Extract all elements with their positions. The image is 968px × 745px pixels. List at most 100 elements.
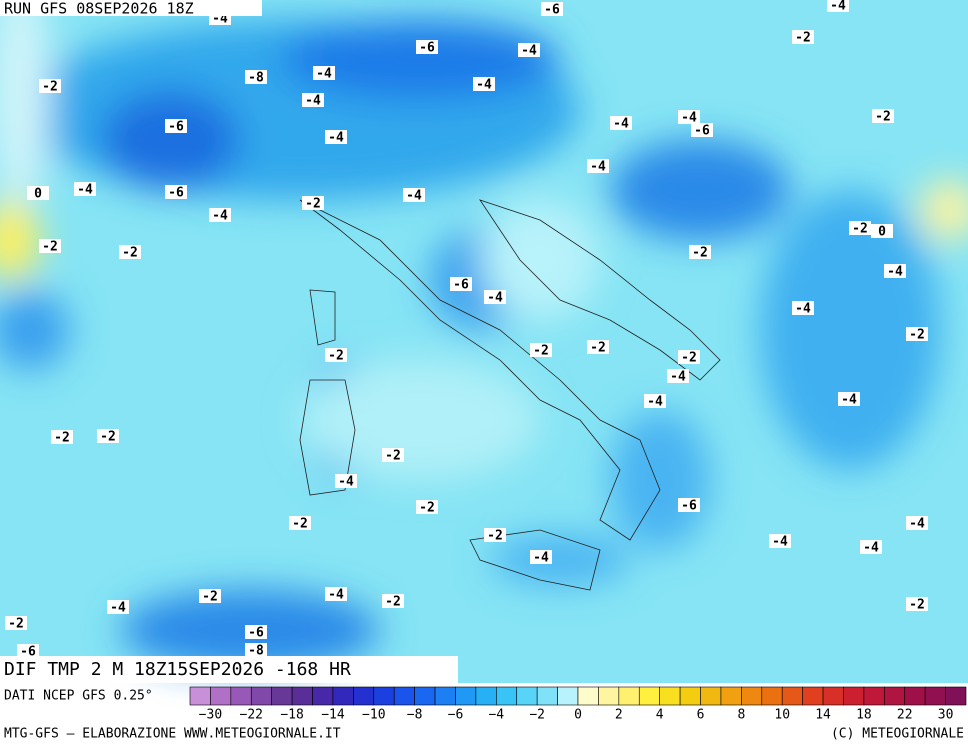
contour-label: -4	[328, 588, 344, 603]
contour-label: -4	[521, 44, 537, 59]
colorbar-label: −14	[321, 708, 345, 723]
contour-label: -2	[42, 240, 58, 255]
colorbar-label: 10	[774, 708, 790, 723]
contour-label: -4	[212, 209, 228, 224]
credits-left: MTG-GFS — ELABORAZIONE WWW.METEOGIORNALE…	[4, 727, 341, 742]
contour-label-bg	[39, 79, 61, 93]
contour-label-bg	[382, 594, 404, 608]
contour-label-bg	[199, 589, 221, 603]
contour-label: -2	[909, 598, 925, 613]
colorbar-swatch	[496, 686, 518, 706]
contour-label-bg	[107, 600, 129, 614]
contour-label: -2	[100, 430, 116, 445]
header-box	[0, 0, 262, 16]
contour-label-bg	[325, 130, 347, 144]
colorbar-label: −22	[240, 708, 263, 723]
contour-label: -4	[328, 131, 344, 146]
colorbar-swatch	[393, 686, 415, 706]
contour-label: -4	[647, 395, 663, 410]
contour-label-bg	[849, 221, 871, 235]
contour-label: -2	[909, 328, 925, 343]
contour-label: -2	[795, 31, 811, 46]
field-title: DIF TMP 2 M 18Z15SEP2026 -168 HR	[4, 659, 351, 680]
colorbar-swatch	[353, 686, 375, 706]
colorbar-label: −8	[407, 708, 423, 723]
colorbar-swatch	[659, 686, 681, 706]
colorbar-label: 14	[815, 708, 831, 723]
contour-label-bg	[245, 643, 267, 657]
contour-label: -6	[544, 3, 560, 18]
colorbar-swatch	[761, 686, 783, 706]
colorbar-swatch	[516, 686, 538, 706]
contour-label-bg	[769, 534, 791, 548]
contour-label-bg	[325, 587, 347, 601]
colorbar-swatch	[598, 686, 620, 706]
colorbar-label: −6	[448, 708, 464, 723]
contour-label-bg	[416, 500, 438, 514]
colorbar-swatch	[271, 686, 293, 706]
contour-label-bg	[119, 245, 141, 259]
colorbar-swatch	[475, 686, 497, 706]
colorbar-swatch	[373, 686, 395, 706]
contour-label-bg	[644, 394, 666, 408]
contour-label-bg	[884, 264, 906, 278]
colorbar-swatch	[884, 686, 906, 706]
contour-label: -6	[694, 124, 710, 139]
contour-label: -4	[681, 111, 697, 126]
contour-label: -4	[841, 393, 857, 408]
colorbar-label: −4	[488, 708, 504, 723]
contour-label-bg	[906, 327, 928, 341]
contour-label-bg	[302, 93, 324, 107]
contour-label: -2	[533, 344, 549, 359]
colorbar-swatch	[618, 686, 640, 706]
contour-label-bg	[335, 474, 357, 488]
contour-label-bg	[587, 340, 609, 354]
contour-label: 0	[34, 187, 42, 202]
contour-label: -4	[909, 517, 925, 532]
contour-label-bg	[165, 119, 187, 133]
colorbar-swatch	[557, 686, 579, 706]
colorbar-swatch	[230, 686, 252, 706]
contour-label-bg	[872, 109, 894, 123]
contour-label-bg	[792, 30, 814, 44]
contour-label-bg	[667, 369, 689, 383]
contour-label: -4	[533, 551, 549, 566]
colorbar-label: −2	[529, 708, 545, 723]
contour-label: -6	[453, 278, 469, 293]
contour-label-bg	[473, 77, 495, 91]
contour-label-bg	[678, 498, 700, 512]
contour-label-bg	[678, 110, 700, 124]
contour-label: -4	[110, 601, 126, 616]
colorbar-swatch	[250, 686, 272, 706]
contour-label-bg	[165, 185, 187, 199]
contour-label: -2	[681, 351, 697, 366]
contour-label-bg	[871, 224, 893, 238]
coastline	[299, 199, 721, 541]
contour-label: -4	[613, 117, 629, 132]
run-title: RUN GFS 08SEP2026 18Z	[4, 0, 194, 18]
contour-label-bg	[906, 597, 928, 611]
colorbar-swatch	[924, 686, 946, 706]
contour-label-bg	[610, 116, 632, 130]
contour-label: -2	[202, 590, 218, 605]
contour-label-bg	[245, 625, 267, 639]
contour-label-bg	[860, 540, 882, 554]
colorbar-swatch	[189, 686, 211, 706]
contour-label: -2	[419, 501, 435, 516]
contour-label-bg	[325, 348, 347, 362]
contour-label-bg	[689, 245, 711, 259]
colorbar-swatch	[822, 686, 844, 706]
colorbar-label: 8	[737, 708, 745, 723]
contour-label: -4	[406, 189, 422, 204]
contour-label: -4	[338, 475, 354, 490]
contour-label: -2	[875, 110, 891, 125]
contour-label: -2	[328, 349, 344, 364]
colorbar-label: 6	[697, 708, 705, 723]
colorbar-swatch	[414, 686, 436, 706]
contour-label: -4	[887, 265, 903, 280]
colorbar-swatch	[455, 686, 477, 706]
contour-label: -8	[248, 71, 264, 86]
contour-label: -4	[305, 94, 321, 109]
contour-label: -6	[168, 120, 184, 135]
